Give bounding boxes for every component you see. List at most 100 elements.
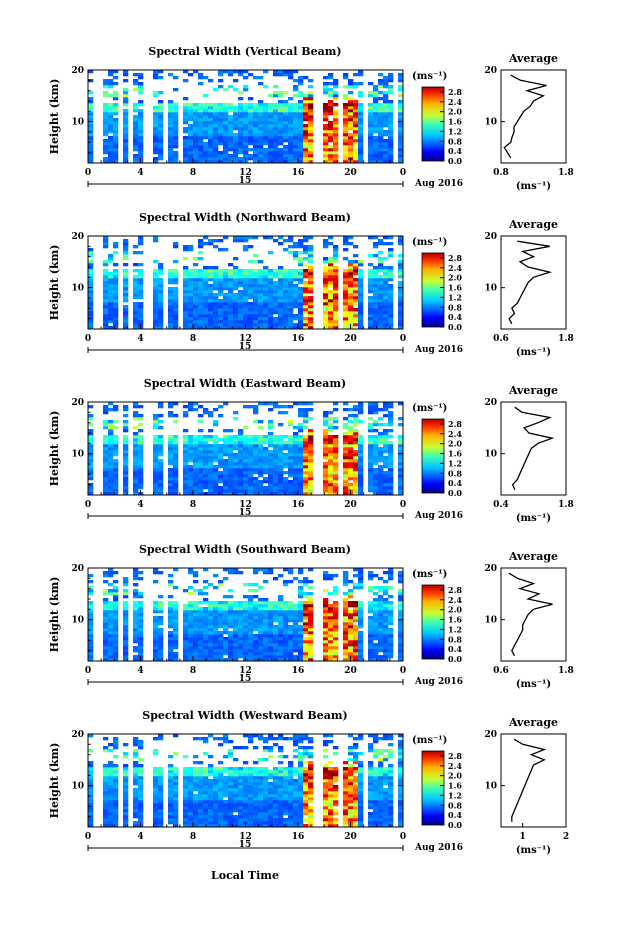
- heatmap-cell: [238, 115, 244, 119]
- heatmap-cell: [303, 622, 309, 626]
- heatmap-cell: [228, 643, 234, 647]
- heatmap-cell: [373, 592, 379, 596]
- heatmap-cell: [278, 447, 284, 451]
- panel-title: Spectral Width (Southward Beam): [139, 543, 351, 556]
- heatmap-cell: [183, 127, 189, 131]
- heatmap-cell: [223, 106, 229, 110]
- heatmap-cell: [233, 121, 239, 125]
- heatmap-cell: [243, 236, 249, 240]
- heatmap-cell: [238, 121, 244, 125]
- heatmap-cell: [203, 438, 209, 442]
- heatmap-cell: [223, 402, 229, 406]
- heatmap-cell: [233, 142, 239, 146]
- heatmap-cell: [158, 287, 164, 291]
- heatmap-cell: [373, 411, 379, 415]
- heatmap-cell: [228, 658, 234, 662]
- heatmap-cell: [388, 142, 394, 146]
- heatmap-cell: [248, 405, 254, 409]
- heatmap-cell: [123, 423, 129, 427]
- heatmap-cell: [358, 405, 364, 409]
- heatmap-cell: [368, 643, 374, 647]
- x-tick-label: 8: [190, 334, 196, 344]
- heatmap-cell: [378, 314, 384, 318]
- heatmap-cell: [158, 136, 164, 140]
- heatmap-cell: [378, 269, 384, 273]
- heatmap-cell: [108, 311, 114, 315]
- heatmap-cell: [123, 121, 129, 125]
- heatmap-cell: [273, 284, 279, 288]
- heatmap-cell: [333, 477, 339, 481]
- heatmap-cell: [273, 290, 279, 294]
- heatmap-cell: [213, 151, 219, 155]
- heatmap-cell: [343, 580, 349, 584]
- heatmap-cell: [383, 272, 389, 276]
- heatmap-cell: [123, 580, 129, 584]
- heatmap-cell: [233, 323, 239, 327]
- heatmap-cell: [223, 649, 229, 653]
- heatmap-cell: [183, 281, 189, 285]
- heatmap-cell: [368, 655, 374, 659]
- heatmap-cell: [233, 305, 239, 309]
- heatmap-cell: [373, 127, 379, 131]
- heatmap-cell: [323, 649, 329, 653]
- heatmap-cell: [208, 468, 214, 472]
- heatmap-cell: [328, 133, 334, 137]
- heatmap-cell: [258, 420, 264, 424]
- heatmap-cell: [198, 317, 204, 321]
- heatmap-cell: [233, 625, 239, 629]
- heatmap-cell: [293, 643, 299, 647]
- heatmap-cell: [323, 447, 329, 451]
- heatmap-cell: [138, 269, 144, 273]
- heatmap-cell: [398, 465, 404, 469]
- heatmap-cell: [283, 607, 289, 611]
- heatmap-cell: [373, 278, 379, 282]
- heatmap-cell: [238, 70, 244, 74]
- heatmap-cell: [88, 462, 94, 466]
- heatmap-cell: [213, 317, 219, 321]
- heatmap-cell: [173, 290, 179, 294]
- heatmap-cell: [88, 628, 94, 632]
- heatmap-cell: [353, 574, 359, 578]
- heatmap-cell: [123, 290, 129, 294]
- heatmap-cell: [288, 320, 294, 324]
- heatmap-cell: [388, 127, 394, 131]
- heatmap-cell: [193, 263, 199, 267]
- heatmap-cell: [173, 245, 179, 249]
- heatmap-cell: [113, 589, 119, 593]
- heatmap-cell: [388, 568, 394, 572]
- avg-y-tick-label: 10: [484, 118, 497, 128]
- heatmap-cell: [298, 646, 304, 650]
- heatmap-cell: [328, 649, 334, 653]
- heatmap-cell: [108, 441, 114, 445]
- heatmap-cell: [113, 441, 119, 445]
- heatmap-cell: [133, 160, 139, 164]
- heatmap-cell: [113, 242, 119, 246]
- heatmap-cell: [183, 438, 189, 442]
- heatmap-cell: [248, 275, 254, 279]
- heatmap-cell: [103, 121, 109, 125]
- heatmap-cell: [358, 290, 364, 294]
- heatmap-cell: [343, 444, 349, 448]
- heatmap-cell: [193, 103, 199, 107]
- heatmap-cell: [288, 471, 294, 475]
- heatmap-cell: [113, 471, 119, 475]
- heatmap-cell: [203, 468, 209, 472]
- heatmap-cell: [188, 571, 194, 575]
- y-axis-label: Height (km): [48, 577, 61, 653]
- heatmap-cell: [368, 465, 374, 469]
- heatmap-cell: [328, 480, 334, 484]
- heatmap-cell: [218, 302, 224, 306]
- heatmap-cell: [303, 616, 309, 620]
- heatmap-cell: [278, 323, 284, 327]
- heatmap-cell: [168, 121, 174, 125]
- heatmap-cell: [323, 450, 329, 454]
- heatmap-cell: [113, 118, 119, 122]
- heatmap-cell: [333, 157, 339, 161]
- heatmap-cell: [283, 462, 289, 466]
- heatmap-cell: [233, 148, 239, 152]
- heatmap-cell: [123, 646, 129, 650]
- heatmap-cell: [298, 402, 304, 406]
- heatmap-cell: [353, 115, 359, 119]
- heatmap-cell: [138, 619, 144, 623]
- heatmap-cell: [233, 474, 239, 478]
